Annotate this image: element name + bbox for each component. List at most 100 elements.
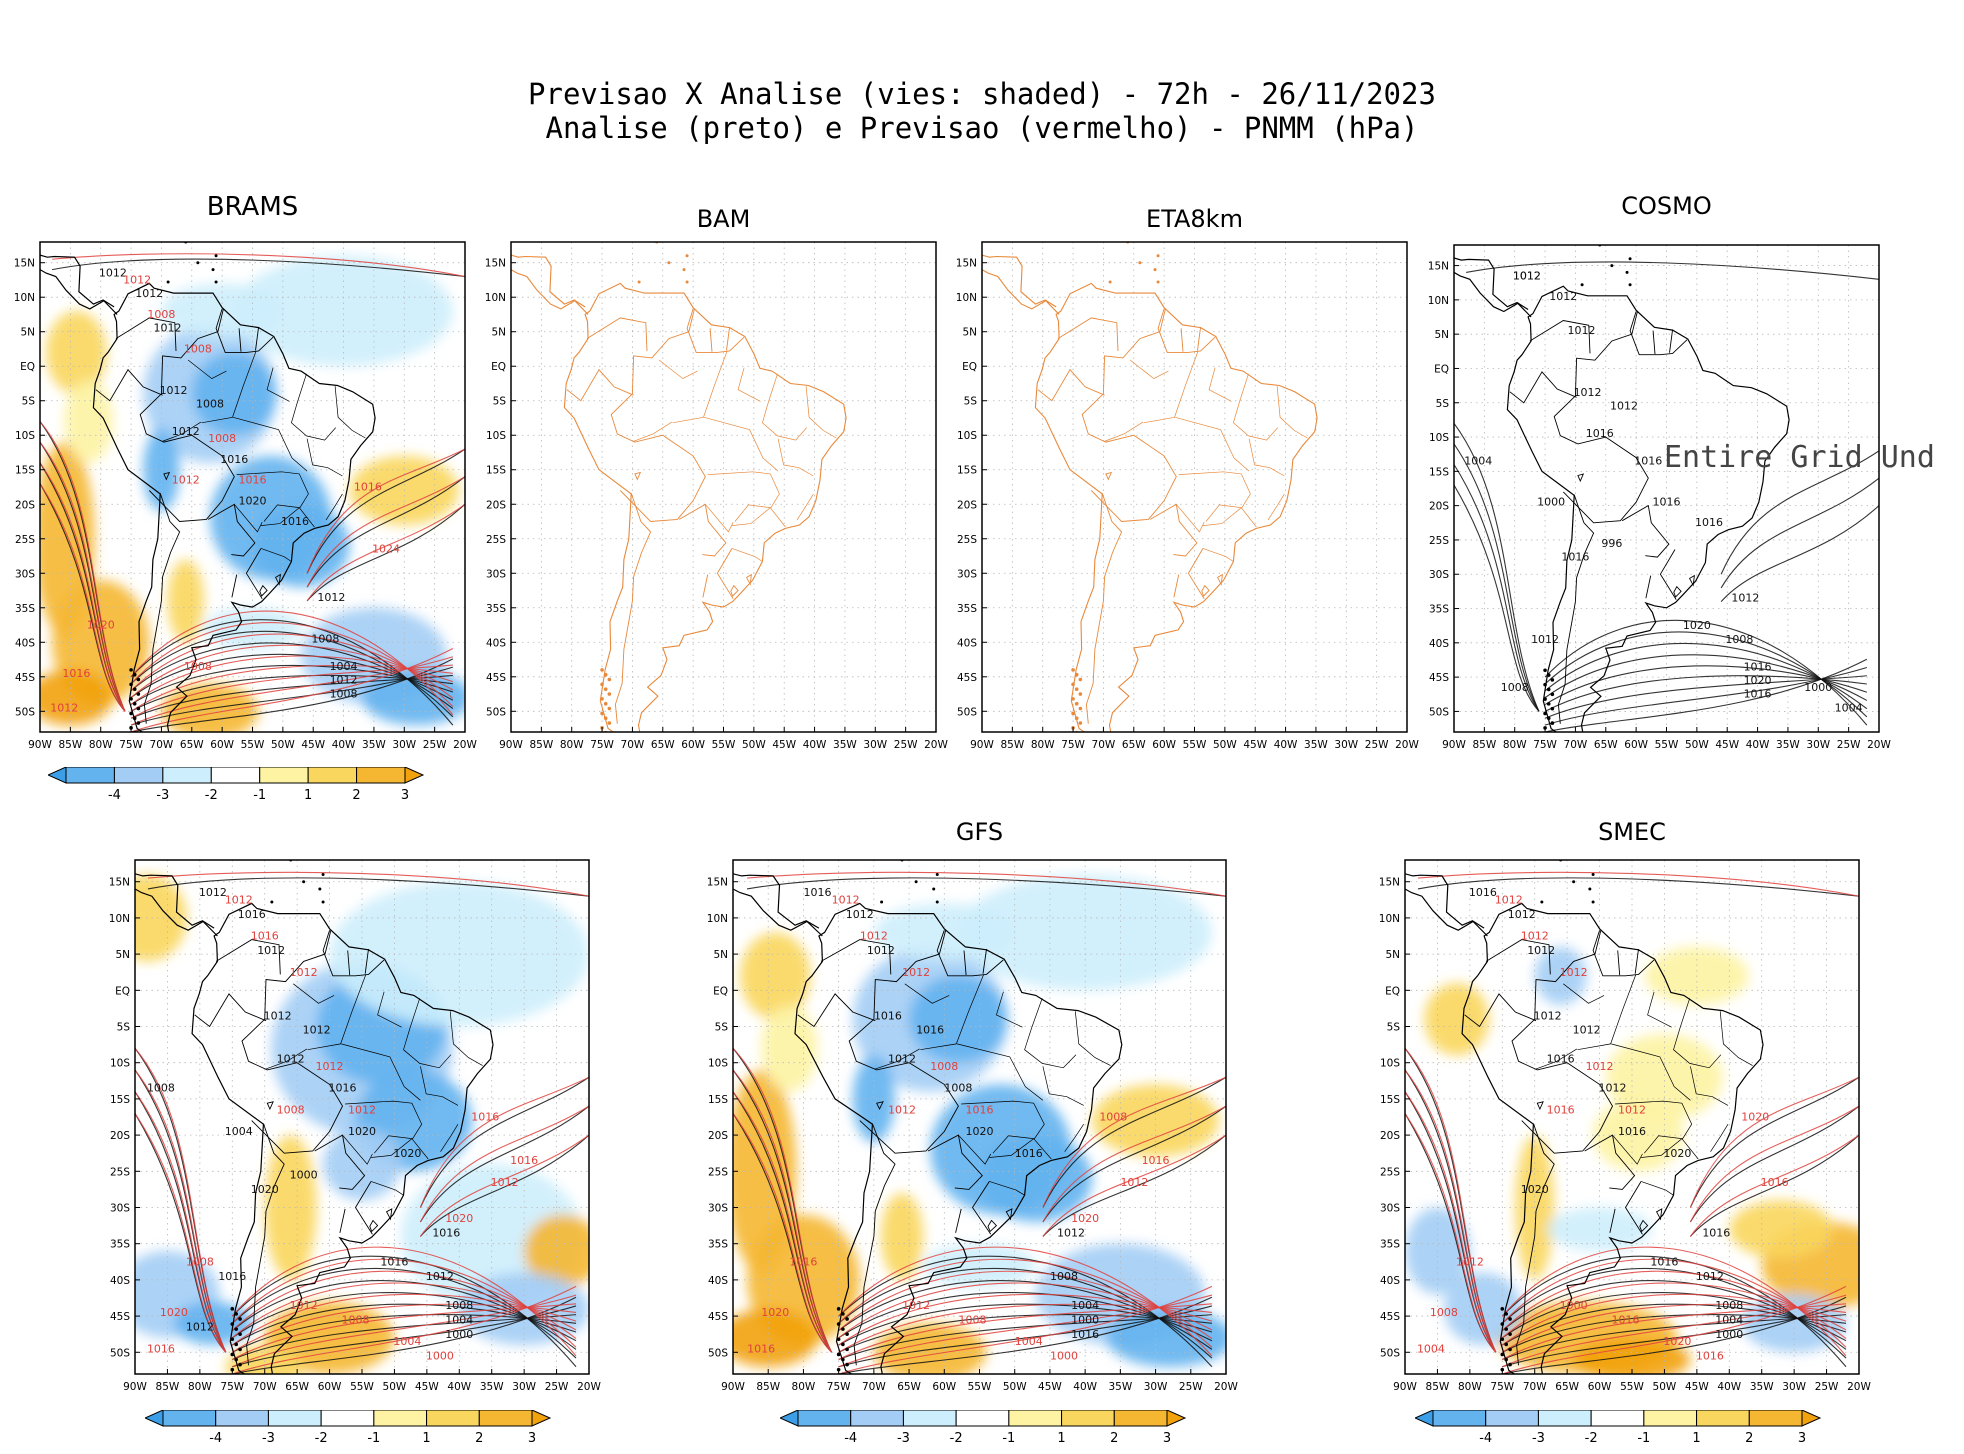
lon-label: 50W xyxy=(271,739,295,751)
analysis-pressure-label: 1016 xyxy=(380,1255,408,1268)
island xyxy=(214,280,218,284)
island xyxy=(1508,1347,1512,1352)
analysis-pressure-label: 1020 xyxy=(1744,674,1772,687)
analysis-pressure-label: 1020 xyxy=(1683,619,1711,632)
bias-region xyxy=(1606,1033,1723,1121)
bias-region xyxy=(323,1127,401,1201)
lat-label: 5N xyxy=(115,949,130,961)
analysis-pressure-label: 1012 xyxy=(867,944,895,957)
lon-label: 25W xyxy=(545,1381,569,1393)
island xyxy=(234,1342,238,1347)
lat-label: EQ xyxy=(20,361,35,373)
lon-label: 25W xyxy=(1179,1381,1203,1393)
colorbar-segment xyxy=(162,766,212,784)
bias-region xyxy=(167,559,204,643)
forecast-pressure-label: 1016 xyxy=(239,474,267,487)
lat-label: 30S xyxy=(486,568,506,580)
island xyxy=(1504,1357,1508,1362)
central-america-coastline xyxy=(1405,888,1488,937)
island xyxy=(935,872,939,876)
lat-label: 15N xyxy=(1379,877,1400,889)
colorbar-label: 3 xyxy=(401,788,409,803)
forecast-pressure-label: 1016 xyxy=(1547,1103,1575,1116)
map-background xyxy=(982,242,1407,732)
colorbar-segment xyxy=(143,1409,164,1427)
forecast-pressure-label: 1012 xyxy=(1495,893,1523,906)
lon-label: 40W xyxy=(1746,739,1770,751)
lon-label: 20W xyxy=(1847,1381,1871,1393)
analysis-pressure-label: 1012 xyxy=(1057,1226,1085,1239)
colorbar-label: 3 xyxy=(1163,1431,1171,1446)
lat-label: 30S xyxy=(15,568,35,580)
analysis-isobars xyxy=(135,877,589,1374)
analysis-pressure-label: 1012 xyxy=(1508,908,1536,921)
lon-label: 40W xyxy=(803,739,827,751)
country-borders xyxy=(1464,930,1655,1366)
colorbar-label: -2 xyxy=(1585,1431,1598,1446)
bias-region xyxy=(64,380,113,463)
lon-label: 60W xyxy=(1152,739,1176,751)
island xyxy=(1504,1327,1508,1331)
lon-label: 45W xyxy=(415,1381,439,1393)
island xyxy=(132,687,137,692)
island xyxy=(234,1357,238,1362)
island xyxy=(607,706,612,711)
analysis-pressure-label: 1008 xyxy=(1725,633,1753,646)
colorbar-segment xyxy=(478,1409,533,1427)
lat-label: 50S xyxy=(15,706,35,718)
island xyxy=(136,677,141,682)
lat-label: 10S xyxy=(110,1058,130,1070)
island xyxy=(1504,1342,1508,1347)
forecast-pressure-label: 1012 xyxy=(172,474,200,487)
lon-label: 30W xyxy=(1806,739,1830,751)
island xyxy=(1546,702,1551,706)
lon-label: 75W xyxy=(827,1381,851,1393)
lat-label: 5S xyxy=(117,1022,131,1034)
colorbar-segment xyxy=(267,1409,322,1427)
island xyxy=(836,1352,841,1357)
forecast-pressure-label: 1008 xyxy=(958,1313,986,1326)
island xyxy=(845,1362,849,1367)
bias-colorbar: -4-3-2-11234 xyxy=(143,1409,589,1446)
analysis-pressure-label: 1004 xyxy=(1071,1299,1099,1312)
island xyxy=(1508,1332,1512,1336)
country-borders xyxy=(1037,308,1216,724)
island xyxy=(214,254,218,258)
lon-label: 55W xyxy=(1183,739,1207,751)
bias-region xyxy=(191,352,277,436)
lon-label: 70W xyxy=(862,1381,886,1393)
island xyxy=(1078,677,1083,682)
colorbar-segment xyxy=(1485,1409,1539,1427)
lat-label: 15S xyxy=(1429,466,1449,478)
island xyxy=(685,254,689,258)
lat-label: 45S xyxy=(1380,1311,1400,1323)
bias-region xyxy=(880,1193,924,1280)
central-america-coastline xyxy=(1454,271,1532,318)
lat-label: 15S xyxy=(708,1094,728,1106)
colorbar-label: -1 xyxy=(1637,1431,1650,1446)
grid-lines xyxy=(1454,245,1879,732)
analysis-pressure-label: 1012 xyxy=(154,322,182,335)
lat-label: 15S xyxy=(1380,1094,1400,1106)
lon-label: 30W xyxy=(1144,1381,1168,1393)
lon-label: 50W xyxy=(742,739,766,751)
lat-label: 25S xyxy=(15,534,35,546)
island xyxy=(600,668,604,672)
lon-label: 40W xyxy=(1717,1381,1741,1393)
lon-label: 60W xyxy=(1624,739,1648,751)
bias-region xyxy=(1424,983,1490,1056)
central-america-coastline xyxy=(733,888,823,937)
lat-label: 10S xyxy=(1380,1058,1400,1070)
lon-label: 75W xyxy=(1061,739,1085,751)
analysis-pressure-label: 1012 xyxy=(1731,592,1759,605)
analysis-pressure-label: 1012 xyxy=(1574,386,1602,399)
forecast-pressure-label: 1008 xyxy=(1099,1111,1127,1124)
analysis-pressure-label: 1016 xyxy=(1015,1147,1043,1160)
grid-lines xyxy=(511,242,936,732)
map-smec: 1016101210121012101210161012101610201016… xyxy=(1379,859,1871,1393)
forecast-pressure-label: 1020 xyxy=(445,1212,473,1225)
analysis-pressure-label: 1020 xyxy=(1521,1183,1549,1196)
lat-label: 20S xyxy=(957,499,977,511)
analysis-pressure-label: 1012 xyxy=(257,944,285,957)
forecast-pressure-label: 1008 xyxy=(186,1255,214,1268)
